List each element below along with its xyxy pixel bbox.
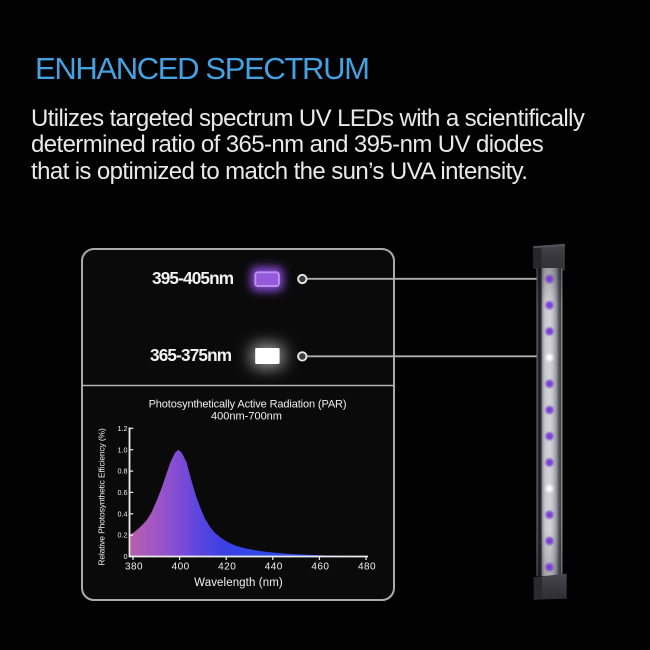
svg-text:440: 440 <box>265 562 283 573</box>
svg-text:420: 420 <box>218 562 236 573</box>
svg-text:Relative Photosynthetic Effici: Relative Photosynthetic Efficiency (%) <box>97 428 107 566</box>
svg-text:400nm-700nm: 400nm-700nm <box>211 410 282 422</box>
svg-text:1.0: 1.0 <box>118 445 128 454</box>
svg-text:0.8: 0.8 <box>118 467 128 476</box>
svg-text:400: 400 <box>172 562 190 573</box>
svg-text:Photosynthetically Active Radi: Photosynthetically Active Radiation (PAR… <box>149 398 347 410</box>
svg-text:0.2: 0.2 <box>118 531 128 540</box>
svg-text:460: 460 <box>311 562 329 573</box>
svg-text:0.6: 0.6 <box>118 488 128 497</box>
svg-text:1.2: 1.2 <box>118 424 128 433</box>
svg-text:0.4: 0.4 <box>118 509 128 518</box>
svg-text:Wavelength (nm): Wavelength (nm) <box>194 577 283 589</box>
svg-text:480: 480 <box>358 562 376 573</box>
svg-text:0: 0 <box>124 552 128 561</box>
svg-text:380: 380 <box>125 562 143 573</box>
